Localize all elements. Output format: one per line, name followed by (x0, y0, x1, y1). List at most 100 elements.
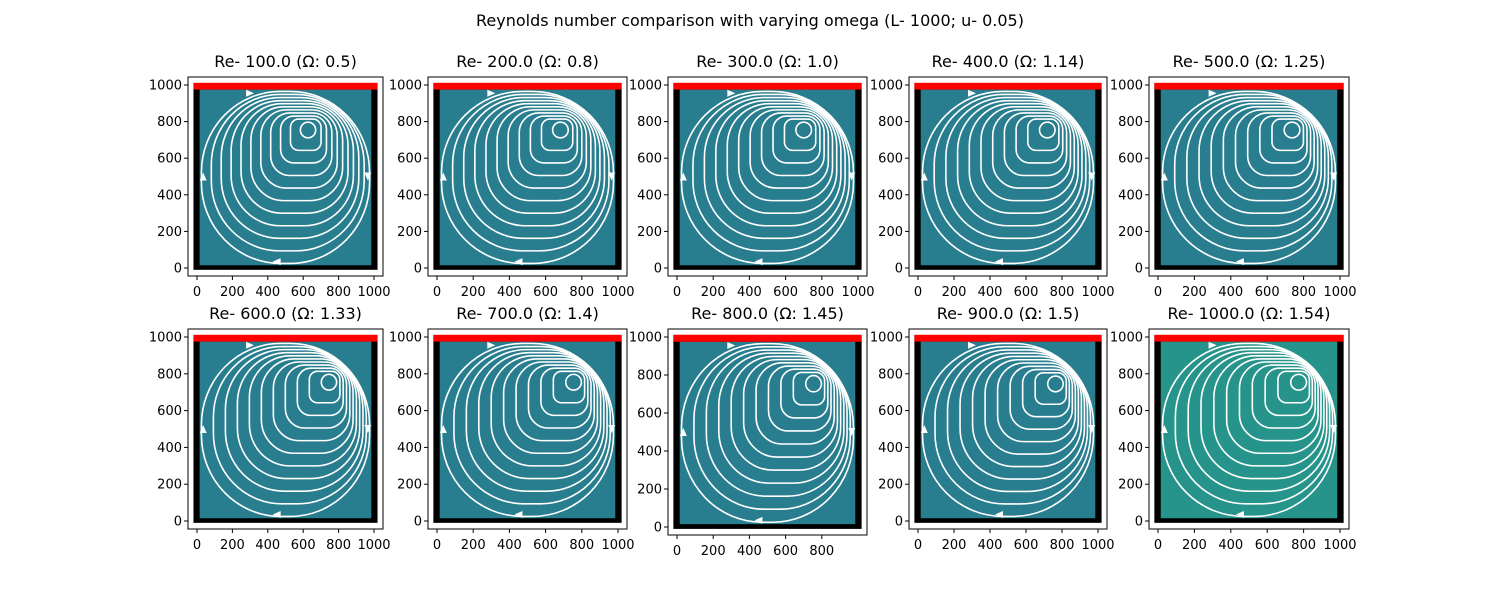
streamline-loop (783, 118, 817, 152)
x-tick-label: 400 (737, 285, 762, 300)
x-tick-label: 400 (978, 285, 1003, 300)
x-tick-label: 1000 (1323, 285, 1356, 300)
streamline-loop (1210, 102, 1323, 214)
x-tick-label: 600 (1014, 285, 1039, 300)
y-tick-label: 400 (1118, 441, 1143, 456)
flow-arrow (920, 172, 928, 181)
x-tick-label: 0 (1154, 538, 1162, 553)
x-tick-label: 0 (914, 285, 922, 300)
streamline-loop (956, 99, 1083, 227)
streamline-loop (742, 358, 839, 458)
x-tick-label: 600 (773, 544, 798, 559)
streamline-loop (260, 358, 354, 455)
streamline-loop (540, 118, 574, 152)
axes-frame (1148, 328, 1350, 530)
streamline-loop (308, 370, 341, 404)
y-tick-label: 600 (878, 404, 903, 419)
streamline-loop (1038, 121, 1056, 139)
x-tick-label: 800 (809, 285, 834, 300)
flow-arrow (754, 516, 763, 524)
panel-title: Re- 900.0 (Ω: 1.5) (937, 304, 1080, 323)
y-tick-label: 600 (1118, 152, 1143, 167)
streamline-loop (269, 112, 333, 177)
panel-5: Re- 500.0 (Ω: 1.25) 0 200 400 600 800 1000 0 200… (1110, 52, 1357, 300)
streamline-loop (1271, 118, 1305, 152)
x-tick-label: 200 (1182, 538, 1207, 553)
streamlines (679, 342, 856, 524)
y-tick-label: 400 (637, 445, 662, 460)
x-tick-label: 1000 (357, 538, 390, 553)
panel-8: Re- 800.0 (Ω: 1.45) 0 200 400 600 800 0 200 400 6… (629, 304, 868, 559)
streamline-loop (1021, 368, 1071, 418)
panel-title: Re- 800.0 (Ω: 1.45) (691, 304, 844, 323)
flow-arrow (1208, 89, 1217, 97)
x-tick-label: 200 (942, 285, 967, 300)
y-tick-label: 1000 (1110, 79, 1143, 94)
y-tick-label: 600 (1118, 404, 1143, 419)
y-tick-label: 0 (414, 262, 422, 277)
streamlines (439, 341, 616, 519)
panel-title: Re- 500.0 (Ω: 1.25) (1173, 52, 1326, 71)
y-tick-label: 1000 (389, 79, 422, 94)
x-tick-label: 600 (773, 285, 798, 300)
x-tick-label: 0 (673, 544, 681, 559)
y-tick-label: 200 (878, 478, 903, 493)
flow-arrow (1330, 172, 1338, 181)
streamline-loop (496, 105, 592, 202)
flow-arrow (439, 425, 447, 433)
x-tick-label: 600 (533, 538, 558, 553)
flow-arrow (995, 511, 1003, 519)
flow-arrow (487, 341, 496, 349)
y-tick-label: 200 (1118, 478, 1143, 493)
x-tick-label: 1000 (841, 285, 874, 300)
x-tick-label: 800 (1291, 285, 1316, 300)
streamline-loop (726, 102, 838, 214)
flow-arrow (754, 258, 763, 266)
flow-arrow (272, 258, 281, 266)
y-tick-label: 200 (637, 483, 662, 498)
panel-2: Re- 200.0 (Ω: 0.8) 0 200 400 600 800 1000 0 200 4… (389, 52, 635, 300)
y-tick-label: 600 (637, 407, 662, 422)
x-tick-label: 400 (497, 538, 522, 553)
streamline-loop (551, 121, 570, 139)
x-tick-label: 0 (193, 538, 201, 553)
y-tick-label: 1000 (389, 331, 422, 346)
streamline-loop (984, 358, 1080, 455)
streamlines (1160, 89, 1338, 266)
x-tick-label: 0 (433, 538, 441, 553)
streamline-loop (485, 102, 597, 214)
streamline-loop (1259, 115, 1308, 164)
flow-arrow (199, 425, 207, 433)
flow-arrow (1208, 341, 1217, 349)
streamline-loop (527, 364, 592, 429)
y-tick-label: 200 (397, 225, 422, 240)
x-tick-label: 0 (673, 285, 681, 300)
y-tick-label: 1000 (870, 331, 903, 346)
x-tick-label: 400 (497, 285, 522, 300)
streamline-loop (1015, 115, 1064, 164)
streamline-loop (465, 348, 608, 492)
streamline-loop (1238, 361, 1319, 442)
y-tick-label: 400 (157, 188, 182, 203)
streamline-loop (1009, 365, 1074, 430)
moving-lid (673, 82, 862, 90)
streamline-loop (240, 102, 349, 214)
x-tick-label: 1000 (1323, 538, 1356, 553)
streamline-loop (296, 367, 344, 417)
streamline-loop (502, 358, 599, 455)
streamline-loop (1187, 348, 1331, 492)
y-tick-label: 400 (878, 188, 903, 203)
x-tick-label: 800 (326, 538, 351, 553)
streamline-loop (515, 361, 596, 442)
x-tick-label: 800 (569, 538, 594, 553)
streamline-loop (260, 109, 339, 189)
streamline-loop (968, 102, 1079, 214)
streamline-loop (248, 355, 358, 467)
x-tick-label: 200 (942, 538, 967, 553)
streamline-loop (1225, 358, 1322, 455)
x-tick-label: 800 (569, 285, 594, 300)
streamline-loop (1277, 370, 1311, 404)
streamline-loop (715, 99, 842, 227)
streamline-loop (749, 109, 830, 189)
x-tick-label: 1000 (1081, 285, 1114, 300)
